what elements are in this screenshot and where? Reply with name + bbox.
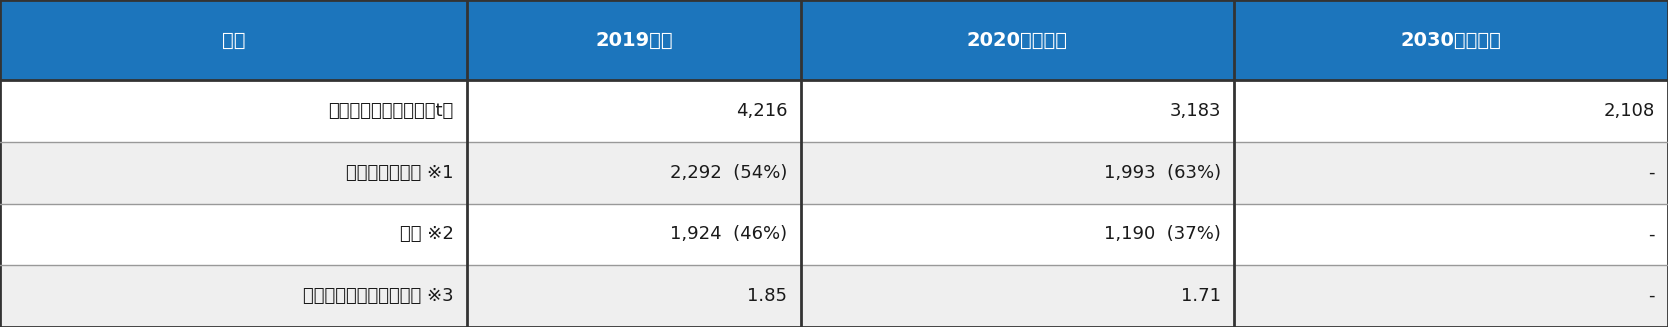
Bar [1234, 80, 1668, 142]
Bar [0, 203, 467, 265]
Bar [1234, 203, 1668, 265]
Text: -: - [1648, 225, 1655, 243]
Bar [801, 203, 1234, 265]
Bar [0, 142, 467, 203]
Text: -: - [1648, 164, 1655, 182]
Text: 1.71: 1.71 [1181, 287, 1221, 305]
Text: 2,292  (54%): 2,292 (54%) [671, 164, 787, 182]
Text: -: - [1648, 287, 1655, 305]
Bar [467, 265, 801, 327]
Text: 1,924  (46%): 1,924 (46%) [671, 225, 787, 243]
Text: 【内訳】　国内 ※1: 【内訳】 国内 ※1 [347, 164, 454, 182]
Text: 海外 ※2: 海外 ※2 [400, 225, 454, 243]
Bar [0, 0, 467, 80]
Bar [801, 80, 1234, 142]
Bar [0, 80, 467, 142]
Text: 産業廃棄物総排出量（t）: 産業廃棄物総排出量（t） [329, 102, 454, 120]
Text: 2,108: 2,108 [1603, 102, 1655, 120]
Text: 3,183: 3,183 [1169, 102, 1221, 120]
Bar [467, 80, 801, 142]
Bar [801, 265, 1234, 327]
Bar [467, 0, 801, 80]
Bar [467, 142, 801, 203]
Text: 項目: 項目 [222, 30, 245, 50]
Text: 2030年度目標: 2030年度目標 [1401, 30, 1501, 50]
Bar [1234, 142, 1668, 203]
Bar [467, 203, 801, 265]
Bar [0, 265, 467, 327]
Bar [801, 0, 1234, 80]
Text: 1,993  (63%): 1,993 (63%) [1104, 164, 1221, 182]
Text: 1.85: 1.85 [747, 287, 787, 305]
Text: 4,216: 4,216 [736, 102, 787, 120]
Bar [801, 142, 1234, 203]
Bar [1234, 0, 1668, 80]
Text: 1,190  (37%): 1,190 (37%) [1104, 225, 1221, 243]
Bar [1234, 265, 1668, 327]
Text: 2019年度: 2019年度 [595, 30, 672, 50]
Text: 2020年度実績: 2020年度実績 [967, 30, 1068, 50]
Text: 【参考値】売上高原単位 ※3: 【参考値】売上高原単位 ※3 [304, 287, 454, 305]
